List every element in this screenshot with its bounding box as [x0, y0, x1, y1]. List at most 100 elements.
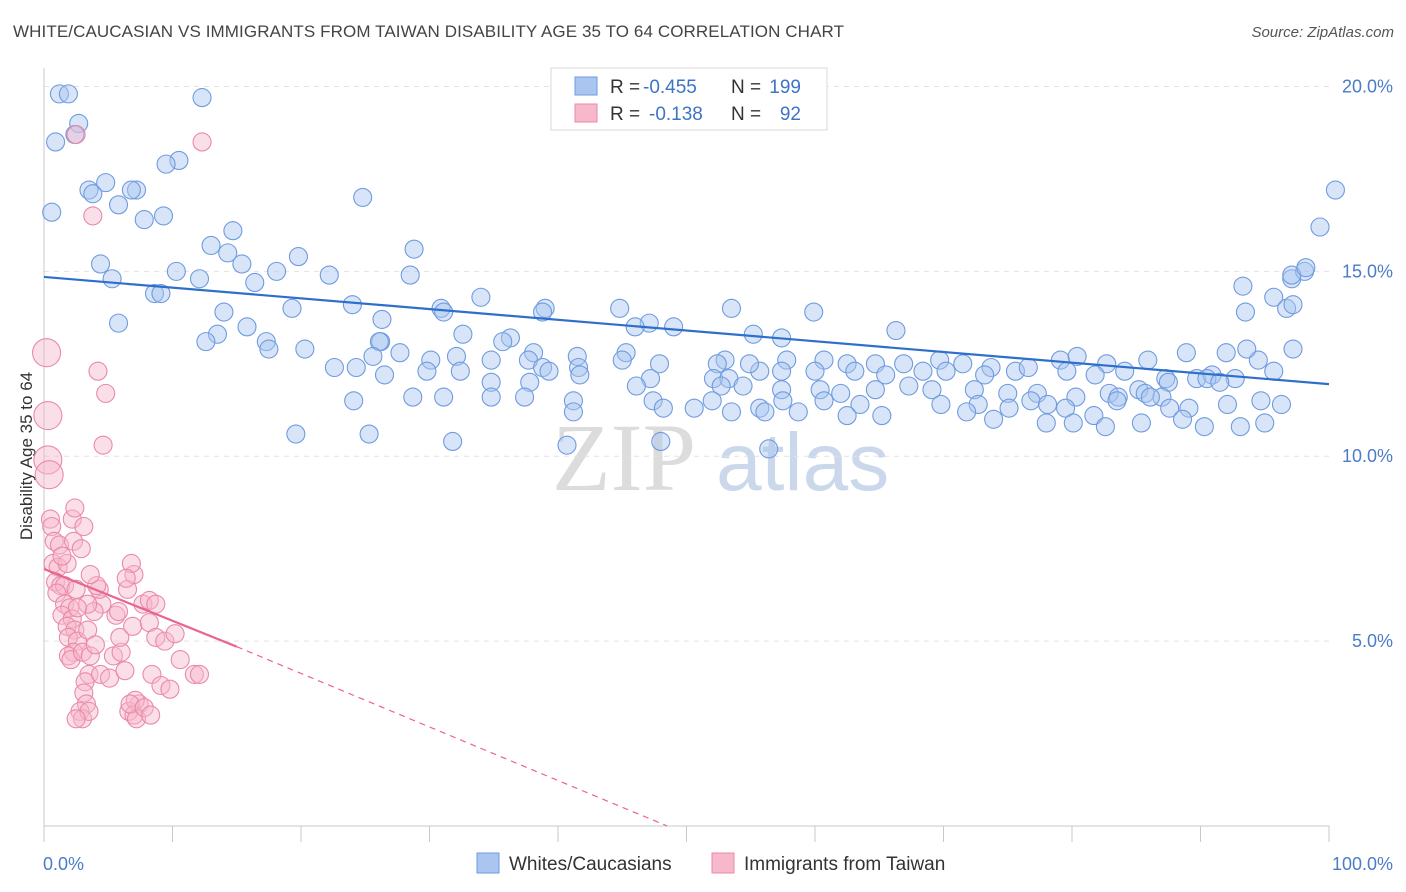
data-point	[121, 180, 141, 200]
x-tick-label-max: 100.0%	[1332, 854, 1393, 874]
data-point	[1233, 276, 1253, 296]
data-point	[139, 590, 159, 610]
trend-line-whites	[43, 275, 1330, 386]
data-point	[32, 338, 62, 368]
data-point	[184, 664, 204, 684]
data-point	[346, 357, 366, 378]
data-point	[151, 284, 171, 304]
data-point	[626, 376, 646, 396]
data-point	[156, 154, 176, 174]
data-point	[1084, 406, 1104, 426]
data-point	[344, 391, 364, 411]
watermark-atlas: atlas	[716, 417, 889, 508]
legend-n-value-taiwan: 92	[780, 104, 801, 125]
data-point	[93, 435, 113, 455]
data-point	[66, 709, 86, 729]
data-point	[1160, 398, 1180, 418]
data-point	[533, 302, 553, 322]
data-point	[267, 261, 287, 281]
legend-r-label-taiwan: R =	[610, 104, 640, 125]
data-point	[702, 391, 722, 411]
data-point	[684, 398, 704, 418]
data-point	[189, 664, 210, 684]
data-point	[359, 424, 379, 444]
data-point	[155, 631, 175, 651]
data-point	[1210, 372, 1230, 392]
chart-title: WHITE/CAUCASIAN VS IMMIGRANTS FROM TAIWA…	[13, 22, 845, 41]
data-point	[160, 679, 180, 699]
data-point	[557, 435, 577, 455]
data-point	[88, 361, 108, 381]
data-point	[1056, 398, 1076, 418]
data-point	[76, 694, 96, 714]
data-point	[773, 391, 793, 411]
data-point	[643, 391, 663, 411]
data-point	[886, 320, 906, 341]
data-point	[1237, 339, 1257, 359]
data-point	[99, 668, 120, 688]
data-point	[845, 361, 865, 381]
data-point	[772, 361, 792, 381]
data-point	[707, 354, 727, 374]
data-point	[33, 445, 63, 475]
data-point	[153, 206, 174, 226]
data-point	[481, 372, 501, 392]
watermark-zip: ZIP	[552, 404, 696, 511]
data-point	[814, 391, 834, 411]
data-point	[539, 361, 559, 381]
data-point	[1283, 339, 1303, 359]
data-point	[703, 369, 724, 389]
data-point	[1036, 413, 1056, 433]
data-point	[111, 642, 131, 662]
data-point	[750, 398, 770, 418]
data-point	[1129, 380, 1149, 400]
data-point	[894, 354, 914, 374]
data-point	[52, 605, 72, 625]
series-whites	[42, 84, 1345, 459]
data-point	[733, 376, 753, 396]
data-point	[40, 509, 60, 529]
data-point	[721, 298, 742, 318]
y-tick-label: 10.0%	[1342, 446, 1393, 466]
data-point	[563, 391, 583, 411]
data-point	[85, 635, 105, 655]
data-point	[44, 531, 64, 551]
data-point	[214, 302, 234, 322]
source-label: Source: ZipAtlas.com	[1251, 24, 1394, 41]
data-point	[872, 406, 892, 426]
data-point	[192, 88, 212, 108]
data-point	[1140, 387, 1160, 407]
data-point	[52, 546, 72, 566]
legend-r-label-whites: R =	[610, 77, 640, 98]
data-point	[106, 605, 126, 625]
data-point	[421, 350, 441, 370]
series-taiwan	[32, 125, 212, 729]
data-point	[570, 365, 590, 385]
data-point	[58, 84, 78, 104]
data-point	[108, 313, 129, 333]
data-point	[108, 601, 129, 622]
data-point	[1176, 343, 1196, 363]
data-point	[1038, 394, 1058, 415]
legend-swatch-taiwan	[574, 103, 598, 123]
data-point	[446, 346, 467, 366]
data-point	[1179, 398, 1199, 418]
bottom-legend-label-whites: Whites/Caucasians	[509, 854, 672, 875]
data-point	[1063, 413, 1083, 433]
data-point	[1018, 357, 1038, 378]
data-point	[110, 627, 130, 647]
data-point	[1271, 394, 1292, 415]
data-point	[115, 661, 135, 681]
data-point	[1005, 361, 1026, 381]
data-point	[1230, 417, 1250, 437]
data-point	[34, 460, 64, 490]
data-point	[259, 339, 279, 359]
data-point	[1296, 258, 1316, 278]
data-point	[78, 594, 98, 614]
bottom-legend-swatch-taiwan	[711, 852, 735, 874]
data-point	[102, 269, 122, 289]
data-point	[83, 184, 103, 204]
data-point	[612, 350, 632, 370]
data-point	[83, 206, 103, 226]
data-point	[126, 180, 147, 200]
